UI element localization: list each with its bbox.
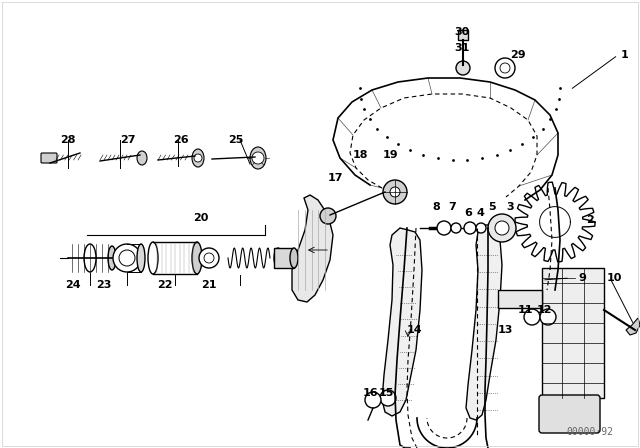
- Text: 9: 9: [578, 273, 586, 283]
- Circle shape: [488, 214, 516, 242]
- Text: 25: 25: [228, 135, 244, 145]
- FancyBboxPatch shape: [542, 268, 604, 398]
- Text: 22: 22: [157, 280, 173, 290]
- Text: 7: 7: [448, 202, 456, 212]
- Text: 15: 15: [378, 388, 394, 398]
- Text: 14: 14: [406, 325, 422, 335]
- FancyBboxPatch shape: [458, 30, 468, 40]
- Text: 31: 31: [454, 43, 470, 53]
- Text: 24: 24: [65, 280, 81, 290]
- Circle shape: [464, 222, 476, 234]
- Circle shape: [380, 390, 396, 406]
- Circle shape: [495, 221, 509, 235]
- Text: 30: 30: [454, 27, 470, 37]
- Ellipse shape: [192, 149, 204, 167]
- Ellipse shape: [137, 151, 147, 165]
- Circle shape: [456, 61, 470, 75]
- Circle shape: [524, 309, 540, 325]
- Ellipse shape: [250, 147, 266, 169]
- Text: 29: 29: [510, 50, 526, 60]
- Text: 19: 19: [383, 150, 399, 160]
- Circle shape: [119, 250, 135, 266]
- Text: 16: 16: [362, 388, 378, 398]
- Text: 3: 3: [506, 202, 514, 212]
- Circle shape: [476, 223, 486, 233]
- FancyBboxPatch shape: [498, 290, 542, 308]
- Circle shape: [194, 154, 202, 162]
- Circle shape: [252, 152, 264, 164]
- Text: 18: 18: [352, 150, 368, 160]
- Circle shape: [113, 244, 141, 272]
- Ellipse shape: [192, 242, 202, 274]
- Polygon shape: [626, 318, 640, 335]
- Text: 4: 4: [476, 208, 484, 218]
- Text: 1: 1: [621, 50, 629, 60]
- FancyBboxPatch shape: [41, 153, 57, 163]
- Text: 20: 20: [193, 213, 209, 223]
- Text: 27: 27: [120, 135, 136, 145]
- FancyBboxPatch shape: [274, 248, 294, 268]
- Text: 28: 28: [60, 135, 76, 145]
- Circle shape: [204, 253, 214, 263]
- Text: 26: 26: [173, 135, 189, 145]
- Ellipse shape: [137, 244, 145, 272]
- FancyBboxPatch shape: [539, 395, 600, 433]
- Circle shape: [390, 187, 400, 197]
- Text: 23: 23: [96, 280, 112, 290]
- Text: 13: 13: [497, 325, 513, 335]
- Text: 21: 21: [201, 280, 217, 290]
- Ellipse shape: [274, 248, 282, 268]
- Ellipse shape: [84, 244, 96, 272]
- Text: 6: 6: [464, 208, 472, 218]
- Circle shape: [500, 63, 510, 73]
- Text: 17: 17: [327, 173, 343, 183]
- Text: 10: 10: [606, 273, 621, 283]
- Polygon shape: [292, 195, 333, 302]
- Text: 5: 5: [488, 202, 496, 212]
- Text: 2: 2: [586, 215, 594, 225]
- Text: 8: 8: [432, 202, 440, 212]
- Circle shape: [365, 392, 381, 408]
- Circle shape: [540, 309, 556, 325]
- Circle shape: [320, 208, 336, 224]
- Text: 00000·92: 00000·92: [566, 427, 614, 437]
- Circle shape: [383, 180, 407, 204]
- Polygon shape: [466, 225, 502, 420]
- Circle shape: [437, 221, 451, 235]
- Polygon shape: [382, 228, 422, 416]
- Circle shape: [451, 223, 461, 233]
- Circle shape: [495, 58, 515, 78]
- Ellipse shape: [108, 246, 116, 270]
- Ellipse shape: [290, 248, 298, 268]
- Ellipse shape: [148, 242, 158, 274]
- Text: 11: 11: [517, 305, 532, 315]
- Text: 12: 12: [536, 305, 552, 315]
- Circle shape: [199, 248, 219, 268]
